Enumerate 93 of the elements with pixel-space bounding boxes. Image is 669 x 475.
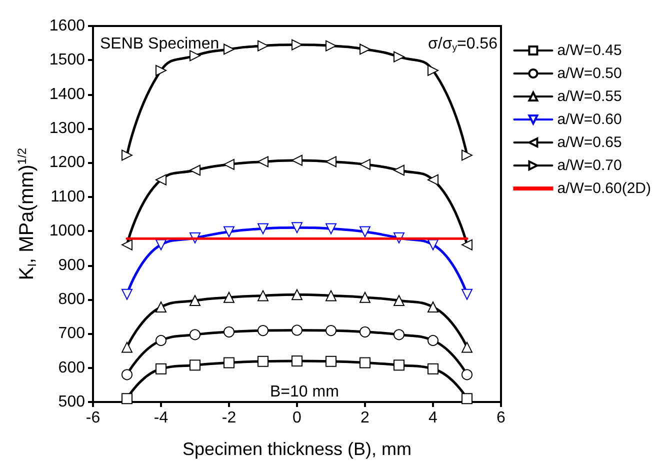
point: [394, 329, 404, 340]
point: [156, 363, 166, 374]
point: [462, 150, 472, 161]
point: [394, 360, 404, 371]
y-axis-title: KI, MPa(mm)1/2: [15, 148, 39, 280]
point: [360, 158, 370, 170]
point: [428, 363, 438, 374]
point: [224, 326, 234, 338]
point: [326, 356, 336, 367]
point: [156, 239, 166, 250]
legend-label: a/W=0.55: [557, 88, 622, 105]
point: [190, 360, 200, 371]
point: [394, 294, 404, 306]
point: [326, 290, 336, 302]
y-tick-label: 1500: [49, 52, 86, 69]
legend-label: a/W=0.65: [557, 134, 622, 151]
point: [428, 334, 438, 346]
point: [122, 393, 132, 404]
legend-label: a/W=0.60: [557, 111, 622, 128]
y-tick-label: 600: [58, 359, 86, 376]
point: [360, 292, 370, 303]
legend-label: a/W=0.45: [557, 42, 622, 59]
point: [326, 40, 336, 52]
point: [190, 329, 200, 340]
point: [224, 44, 234, 55]
point: [462, 288, 472, 300]
point: [122, 150, 132, 161]
x-tick-label: 4: [428, 410, 438, 426]
y-tick-label: 700: [58, 325, 86, 342]
y-tick-label: 1400: [49, 86, 86, 103]
point: [462, 342, 472, 353]
point: [224, 158, 234, 170]
point: [428, 239, 438, 250]
point: [462, 369, 472, 380]
x-tick-label: -4: [154, 410, 168, 426]
point: [360, 226, 370, 238]
point: [224, 292, 234, 303]
y-tick-label: 1100: [50, 188, 86, 206]
point: [292, 324, 302, 336]
y-tick-label: 800: [58, 290, 86, 308]
point: [292, 222, 302, 234]
point: [462, 239, 472, 250]
point: [292, 355, 302, 366]
point: [122, 342, 132, 353]
point: [258, 325, 268, 336]
point: [258, 40, 268, 52]
point: [122, 288, 132, 300]
point: [258, 290, 268, 302]
x-tick-label: 6: [496, 410, 506, 426]
annotation: SENB Specimen: [100, 36, 220, 52]
point: [394, 164, 404, 176]
point: [258, 356, 268, 367]
y-tick-label: 1200: [49, 154, 86, 172]
point: [190, 294, 200, 306]
point: [224, 357, 234, 368]
y-tick-label: 500: [58, 394, 86, 410]
y-tick-label: 900: [58, 256, 86, 274]
x-tick-label: 2: [360, 410, 370, 426]
y-tick-label: 1000: [49, 222, 86, 240]
legend-label: a/W=0.70: [557, 157, 622, 174]
legend-label: a/W=0.60(2D): [557, 180, 652, 197]
point: [462, 393, 472, 404]
point: [394, 51, 404, 62]
annotation: B=10 mm: [270, 384, 339, 400]
y-tick-label: 1300: [49, 120, 86, 138]
point: [156, 174, 166, 186]
point: [156, 301, 166, 312]
point: [428, 301, 438, 312]
x-tick-label: -6: [86, 410, 100, 426]
point: [190, 164, 200, 176]
point: [326, 156, 336, 168]
point: [428, 64, 438, 76]
point: [326, 223, 336, 234]
point: [122, 239, 132, 250]
point: [428, 174, 438, 186]
point: [292, 289, 302, 300]
point: [360, 357, 370, 368]
point: [122, 369, 132, 380]
point: [360, 44, 370, 55]
point: [292, 154, 302, 166]
x-tick-label: -2: [222, 410, 236, 426]
x-tick-label: 0: [292, 410, 302, 426]
y-tick-label: 1600: [49, 18, 86, 34]
point: [156, 64, 166, 76]
point: [292, 39, 302, 50]
point: [326, 325, 336, 336]
point: [156, 334, 166, 346]
point: [258, 156, 268, 168]
x-axis-title: Specimen thickness (B), mm: [182, 439, 412, 459]
point: [360, 326, 370, 338]
point: [224, 226, 234, 238]
legend-label: a/W=0.50: [557, 65, 622, 82]
point: [258, 223, 268, 234]
